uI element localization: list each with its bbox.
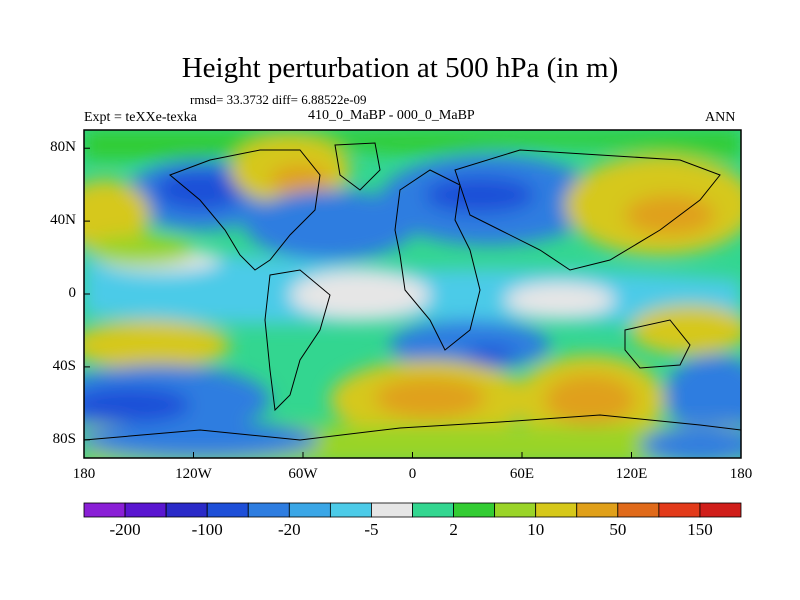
axis-ticks <box>83 147 742 458</box>
colorbar-label: -100 <box>191 520 223 539</box>
colorbar-swatch <box>288 502 331 518</box>
coastlines <box>84 142 741 441</box>
colorbar-swatch <box>247 502 290 518</box>
height-field <box>84 130 741 458</box>
lon-label: 0 <box>408 466 417 482</box>
colorbar-swatch <box>371 502 413 518</box>
lat-label: 0 <box>68 285 77 301</box>
lat-label: 40N <box>50 212 76 229</box>
colorbar-label: 2 <box>449 520 458 539</box>
stats-text: rmsd= 33.3732 diff= 6.88522e-09 <box>190 92 367 107</box>
comparison-label: 410_0_MaBP - 000_0_MaBP <box>308 108 475 123</box>
lon-label: 120W <box>175 466 212 482</box>
lat-label: 80N <box>50 139 76 156</box>
colorbar-label: -20 <box>277 520 301 539</box>
colorbar <box>83 502 742 518</box>
colorbar-swatch <box>165 502 208 518</box>
colorbar-label: 50 <box>609 520 627 539</box>
colorbar-swatch <box>494 502 537 518</box>
lat-label: 80S <box>52 430 76 447</box>
colorbar-swatch <box>699 502 742 518</box>
colorbar-swatch <box>658 502 701 518</box>
colorbar-swatch <box>206 502 249 518</box>
colorbar-swatch <box>329 502 372 518</box>
colorbar-label: 150 <box>687 520 713 539</box>
lon-label: 180 <box>729 466 753 482</box>
colorbar-swatch <box>576 502 619 518</box>
lon-label: 180 <box>72 466 96 482</box>
colorbar-swatch <box>83 502 126 518</box>
colorbar-swatch <box>453 502 496 518</box>
colorbar-swatch <box>124 502 167 518</box>
colorbar-swatch <box>535 502 578 518</box>
chart-title: Height perturbation at 500 hPa (in m) <box>181 52 619 84</box>
colorbar-swatch <box>412 502 454 518</box>
lon-label: 60E <box>509 466 535 482</box>
lat-label: 40S <box>52 357 76 374</box>
experiment-label: Expt = teXXe-texka <box>84 110 197 125</box>
colorbar-label: -5 <box>364 520 379 539</box>
colorbar-swatch <box>617 502 660 518</box>
lon-label: 120E <box>615 466 648 482</box>
colorbar-label: 10 <box>527 520 545 539</box>
season-label: ANN <box>705 110 736 125</box>
lon-label: 60W <box>288 466 318 482</box>
colorbar-label: -200 <box>109 520 141 539</box>
